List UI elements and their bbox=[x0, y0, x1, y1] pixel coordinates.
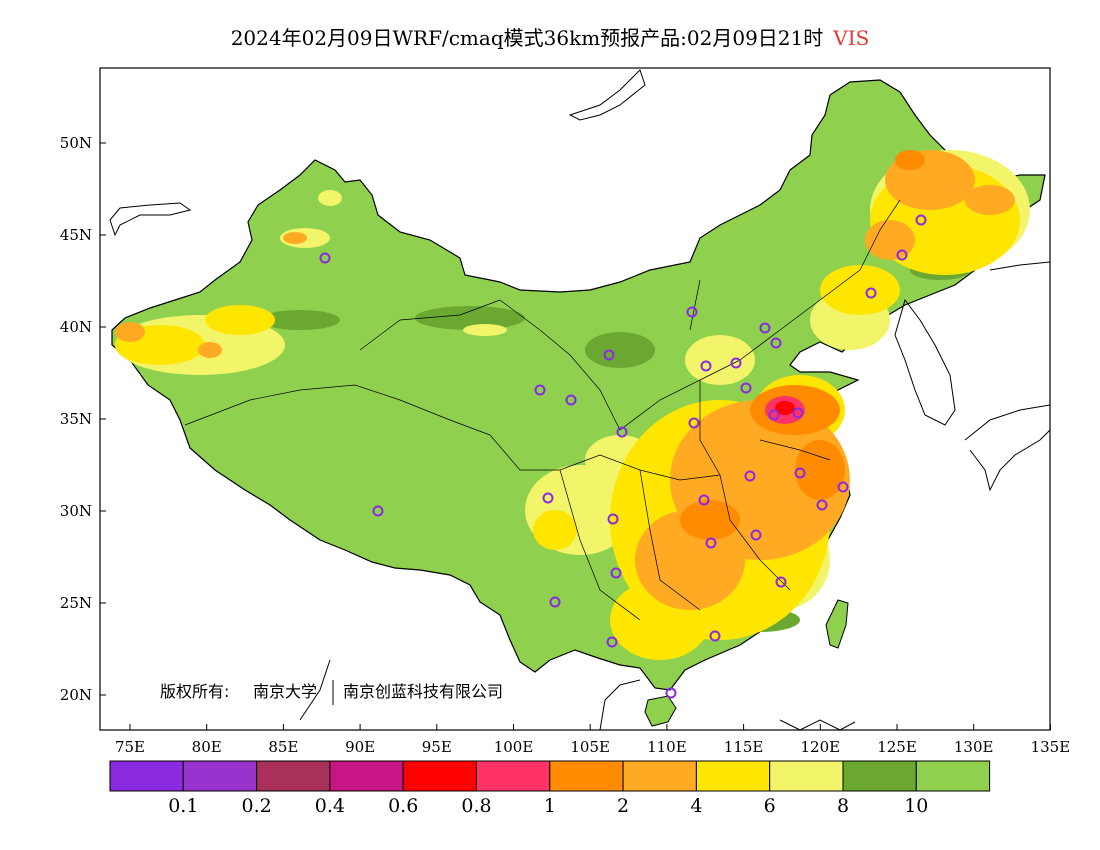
station-marker bbox=[792, 407, 804, 419]
legend-swatch bbox=[769, 760, 844, 792]
station-marker bbox=[372, 505, 384, 517]
legend-label: 4 bbox=[690, 795, 702, 817]
lat-tick-label: 20N bbox=[60, 686, 92, 704]
lon-tick-label: 135E bbox=[1031, 738, 1071, 756]
station-marker bbox=[759, 322, 771, 334]
legend-swatch bbox=[695, 760, 771, 792]
legend-label: 1 bbox=[544, 795, 556, 817]
legend-label: 0.4 bbox=[315, 795, 345, 817]
legend-swatch bbox=[915, 760, 991, 792]
station-marker bbox=[319, 252, 331, 264]
station-marker bbox=[565, 394, 577, 406]
legend-label: 0.6 bbox=[388, 795, 418, 817]
station-marker bbox=[665, 687, 677, 699]
station-marker bbox=[700, 360, 712, 372]
map-title: 2024年02月09日WRF/cmaq模式36km预报产品:02月09日21时 V… bbox=[0, 22, 1100, 51]
vis-band-0.6-0.8 bbox=[775, 401, 795, 415]
station-marker bbox=[740, 382, 752, 394]
title-variable: VIS bbox=[833, 26, 870, 50]
lon-tick-label: 90E bbox=[345, 738, 375, 756]
lat-tick-label: 50N bbox=[60, 134, 92, 152]
station-marker bbox=[750, 529, 762, 541]
copyright-org1: 南京大学 bbox=[253, 682, 317, 701]
taiwan-land bbox=[825, 599, 849, 649]
lon-tick-label: 100E bbox=[494, 738, 534, 756]
station-marker bbox=[698, 494, 710, 506]
station-marker bbox=[542, 492, 554, 504]
lon-tick-label: 125E bbox=[877, 738, 917, 756]
lat-tick-label: 45N bbox=[60, 226, 92, 244]
station-marker bbox=[549, 596, 561, 608]
lon-tick-label: 115E bbox=[724, 738, 764, 756]
legend-swatch bbox=[109, 760, 184, 792]
legend-label: 2 bbox=[617, 795, 629, 817]
station-marker bbox=[915, 214, 927, 226]
lat-tick-label: 25N bbox=[60, 594, 92, 612]
station-marker bbox=[896, 249, 908, 261]
station-markers bbox=[319, 214, 927, 699]
copyright-org2: 南京创蓝科技有限公司 bbox=[343, 682, 503, 701]
legend-label: 0.1 bbox=[168, 795, 198, 817]
lon-tick-label: 80E bbox=[192, 738, 222, 756]
station-marker bbox=[730, 357, 742, 369]
map-frame bbox=[99, 67, 1051, 731]
longitude-axis: 75E 80E 85E 90E 95E 100E 105E 110E 115E 120E 125E 1… bbox=[115, 724, 1070, 756]
legend-swatch bbox=[842, 760, 917, 792]
lon-tick-label: 110E bbox=[647, 738, 687, 756]
legend-swatch bbox=[622, 760, 697, 792]
copyright: 版权所有: 南京大学 南京创蓝科技有限公司 bbox=[160, 680, 503, 705]
lat-tick-label: 30N bbox=[60, 502, 92, 520]
station-marker bbox=[770, 337, 782, 349]
station-marker bbox=[607, 513, 619, 525]
lon-tick-label: 130E bbox=[954, 738, 994, 756]
lon-tick-label: 105E bbox=[570, 738, 610, 756]
legend-swatch bbox=[402, 760, 478, 792]
station-marker bbox=[610, 567, 622, 579]
legend-swatch bbox=[329, 760, 404, 792]
lon-tick-label: 85E bbox=[268, 738, 298, 756]
station-marker bbox=[709, 630, 721, 642]
legend-label: 0.8 bbox=[461, 795, 491, 817]
station-marker bbox=[794, 467, 806, 479]
legend-swatch bbox=[549, 760, 624, 792]
copyright-prefix: 版权所有: bbox=[160, 682, 229, 701]
province-boundaries bbox=[184, 199, 901, 621]
latitude-axis: 50N 45N 40N 35N 30N 25N 20N bbox=[60, 134, 106, 704]
color-legend: 0.1 0.2 0.4 0.6 0.8 1 2 4 6 8 10 bbox=[109, 760, 991, 817]
station-marker bbox=[768, 409, 780, 421]
station-marker bbox=[865, 287, 877, 299]
legend-swatch bbox=[476, 760, 551, 792]
station-marker bbox=[744, 470, 756, 482]
station-marker bbox=[816, 499, 828, 511]
vis-band-1-2 bbox=[680, 150, 925, 540]
station-marker bbox=[534, 384, 546, 396]
lon-tick-label: 95E bbox=[422, 738, 452, 756]
neighbor-coastlines bbox=[109, 69, 1050, 730]
station-marker bbox=[688, 417, 700, 429]
title-main: 2024年02月09日WRF/cmaq模式36km预报产品:02月09日21时 bbox=[230, 26, 824, 50]
legend-label: 8 bbox=[837, 795, 849, 817]
hainan-land bbox=[644, 695, 677, 727]
station-marker bbox=[837, 481, 849, 493]
station-marker bbox=[606, 636, 618, 648]
station-marker bbox=[603, 349, 615, 361]
legend-swatch bbox=[256, 760, 331, 792]
station-marker bbox=[705, 537, 717, 549]
lon-tick-label: 75E bbox=[115, 738, 145, 756]
station-marker bbox=[775, 576, 787, 588]
station-marker bbox=[616, 426, 628, 438]
legend-label: 0.2 bbox=[241, 795, 271, 817]
lat-tick-label: 35N bbox=[60, 410, 92, 428]
lon-tick-label: 120E bbox=[801, 738, 841, 756]
lat-tick-label: 40N bbox=[60, 318, 92, 336]
map-content: 版权所有: 南京大学 南京创蓝科技有限公司 bbox=[109, 69, 1050, 730]
station-marker bbox=[686, 306, 698, 318]
legend-label: 10 bbox=[904, 795, 928, 817]
legend-label: 6 bbox=[764, 795, 776, 817]
legend-swatch bbox=[182, 760, 258, 792]
